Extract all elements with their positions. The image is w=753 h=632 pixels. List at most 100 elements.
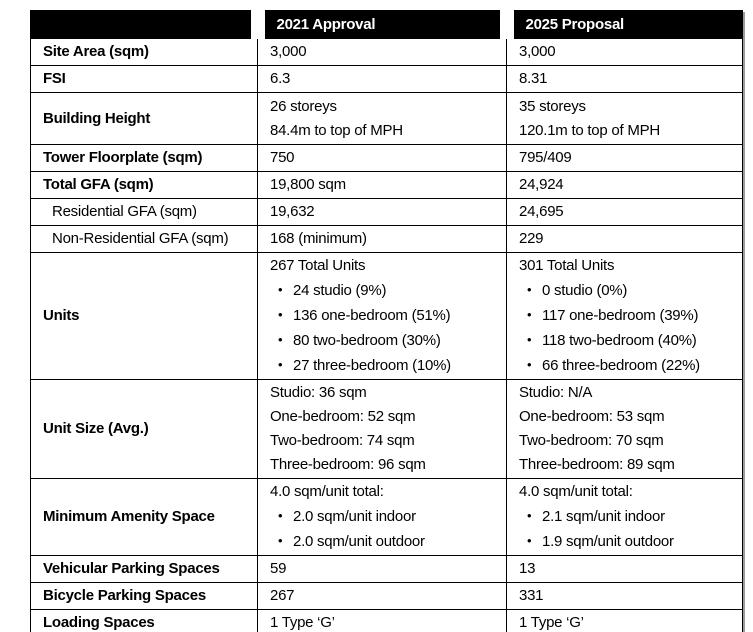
cell-line: • 2.0 sqm/unit indoor bbox=[270, 504, 498, 529]
cell-line: 120.1m to top of MPH bbox=[519, 121, 660, 139]
cell-line: One-bedroom: 52 sqm bbox=[270, 408, 416, 425]
cell-2021: 26 storeys 84.4m to top of MPH bbox=[257, 92, 507, 145]
cell-2025: 13 bbox=[506, 555, 743, 583]
cell-line: • 24 studio (9%) bbox=[270, 278, 498, 303]
cell-line: 4.0 sqm/unit total: bbox=[270, 483, 384, 500]
cell-line: 3,000 bbox=[270, 43, 307, 60]
cell-line-text: 118 two-bedroom (40%) bbox=[542, 332, 697, 349]
cell-line: Studio: 36 sqm bbox=[270, 384, 367, 401]
table-row-unit-size: Unit Size (Avg.) Studio: 36 sqm One-bedr… bbox=[30, 379, 743, 479]
cell-line-text: 117 one-bedroom (39%) bbox=[542, 307, 699, 324]
cell-line: Two-bedroom: 70 sqm bbox=[519, 432, 664, 449]
bullet-icon: • bbox=[527, 533, 532, 548]
cell-line: Three-bedroom: 89 sqm bbox=[519, 456, 675, 473]
row-label: Unit Size (Avg.) bbox=[30, 379, 258, 479]
cell-line: Two-bedroom: 74 sqm bbox=[270, 432, 415, 449]
cell-line-text: 2.0 sqm/unit outdoor bbox=[293, 533, 425, 550]
cell-line-text: 24 studio (9%) bbox=[293, 282, 387, 299]
cell-2025: 35 storeys 120.1m to top of MPH bbox=[506, 92, 743, 145]
row-label: Loading Spaces bbox=[30, 609, 258, 632]
cell-2021: 6.3 bbox=[257, 65, 507, 93]
cell-line: Studio: N/A bbox=[519, 384, 593, 401]
cell-line: 750 bbox=[270, 149, 295, 166]
cell-line: • 27 three-bedroom (10%) bbox=[270, 353, 498, 378]
cell-2025: 4.0 sqm/unit total: • 2.1 sqm/unit indoor… bbox=[506, 478, 743, 556]
cell-line-text: 1.9 sqm/unit outdoor bbox=[542, 533, 674, 550]
cell-line: • 1.9 sqm/unit outdoor bbox=[519, 529, 734, 554]
cell-2021: 59 bbox=[257, 555, 507, 583]
cell-2021: 168 (minimum) bbox=[257, 225, 507, 253]
cell-line: 331 bbox=[519, 587, 544, 604]
cell-line: 19,800 sqm bbox=[270, 176, 346, 193]
table-row-non-residential-gfa: Non-Residential GFA (sqm) 168 (minimum) … bbox=[30, 225, 743, 253]
cell-2025: 24,924 bbox=[506, 171, 743, 199]
cell-line-text: 80 two-bedroom (30%) bbox=[293, 332, 441, 349]
cell-line: One-bedroom: 53 sqm bbox=[519, 408, 665, 425]
cell-line: 84.4m to top of MPH bbox=[270, 121, 403, 139]
cell-2025: 8.31 bbox=[506, 65, 743, 93]
cell-line: 35 storeys bbox=[519, 97, 586, 115]
cell-line: • 2.0 sqm/unit outdoor bbox=[270, 529, 498, 554]
bullet-icon: • bbox=[278, 508, 283, 523]
table-row-tower-floorplate: Tower Floorplate (sqm) 750 795/409 bbox=[30, 144, 743, 172]
bullet-icon: • bbox=[278, 332, 283, 347]
cell-line: • 136 one-bedroom (51%) bbox=[270, 303, 498, 328]
header-row: 2021 Approval 2025 Proposal bbox=[30, 10, 743, 39]
cell-2025: 229 bbox=[506, 225, 743, 253]
cell-line: 8.31 bbox=[519, 70, 548, 87]
cell-2021: 19,800 sqm bbox=[257, 171, 507, 199]
cell-line: • 80 two-bedroom (30%) bbox=[270, 328, 498, 353]
cell-line: 26 storeys bbox=[270, 97, 337, 115]
row-label: Total GFA (sqm) bbox=[30, 171, 258, 199]
cell-line: 19,632 bbox=[270, 203, 315, 220]
cell-line: 301 Total Units bbox=[519, 257, 615, 274]
row-label: FSI bbox=[30, 65, 258, 93]
row-label: Building Height bbox=[30, 92, 258, 145]
cell-line: 24,695 bbox=[519, 203, 564, 220]
cell-2021: Studio: 36 sqm One-bedroom: 52 sqm Two-b… bbox=[257, 379, 507, 479]
cell-line: • 2.1 sqm/unit indoor bbox=[519, 504, 734, 529]
row-label: Site Area (sqm) bbox=[30, 38, 258, 66]
cell-line: 6.3 bbox=[270, 70, 291, 87]
cell-2025: 795/409 bbox=[506, 144, 743, 172]
header-cell-blank bbox=[30, 10, 265, 39]
cell-line: 24,924 bbox=[519, 176, 564, 193]
comparison-table: 2021 Approval 2025 Proposal Site Area (s… bbox=[30, 10, 743, 632]
cell-line: 795/409 bbox=[519, 149, 572, 166]
table-row-total-gfa: Total GFA (sqm) 19,800 sqm 24,924 bbox=[30, 171, 743, 199]
bullet-icon: • bbox=[527, 332, 532, 347]
bullet-icon: • bbox=[527, 282, 532, 297]
cell-line: 59 bbox=[270, 560, 287, 577]
table-row-vehicular-parking: Vehicular Parking Spaces 59 13 bbox=[30, 555, 743, 583]
bullet-icon: • bbox=[278, 282, 283, 297]
row-label: Residential GFA (sqm) bbox=[30, 198, 258, 226]
cell-2021: 19,632 bbox=[257, 198, 507, 226]
cell-2025: 1 Type ‘G’ bbox=[506, 609, 743, 632]
cell-line: 267 Total Units bbox=[270, 257, 366, 274]
cell-2021: 750 bbox=[257, 144, 507, 172]
cell-line: 267 bbox=[270, 587, 295, 604]
header-cell-2021: 2021 Approval bbox=[250, 10, 514, 39]
cell-line-text: 2.1 sqm/unit indoor bbox=[542, 508, 665, 525]
table-row-fsi: FSI 6.3 8.31 bbox=[30, 65, 743, 93]
cell-2021: 4.0 sqm/unit total: • 2.0 sqm/unit indoor… bbox=[257, 478, 507, 556]
cell-line: • 0 studio (0%) bbox=[519, 278, 734, 303]
row-label: Vehicular Parking Spaces bbox=[30, 555, 258, 583]
row-label: Bicycle Parking Spaces bbox=[30, 582, 258, 610]
cell-line: 229 bbox=[519, 230, 544, 247]
table-row-residential-gfa: Residential GFA (sqm) 19,632 24,695 bbox=[30, 198, 743, 226]
row-label: Minimum Amenity Space bbox=[30, 478, 258, 556]
table-body: Site Area (sqm) 3,000 3,000 FSI 6.3 8.31… bbox=[30, 38, 743, 632]
cell-line: • 117 one-bedroom (39%) bbox=[519, 303, 734, 328]
header-cell-2025: 2025 Proposal bbox=[499, 10, 743, 39]
cell-2021: 1 Type ‘G’ bbox=[257, 609, 507, 632]
cell-line: • 118 two-bedroom (40%) bbox=[519, 328, 734, 353]
cell-line-text: 66 three-bedroom (22%) bbox=[542, 357, 700, 374]
cell-line-text: 0 studio (0%) bbox=[542, 282, 628, 299]
table-row-bicycle-parking: Bicycle Parking Spaces 267 331 bbox=[30, 582, 743, 610]
row-label: Units bbox=[30, 252, 258, 380]
cell-line: Three-bedroom: 96 sqm bbox=[270, 456, 426, 473]
cell-line: 13 bbox=[519, 560, 536, 577]
cell-line-text: 27 three-bedroom (10%) bbox=[293, 357, 451, 374]
